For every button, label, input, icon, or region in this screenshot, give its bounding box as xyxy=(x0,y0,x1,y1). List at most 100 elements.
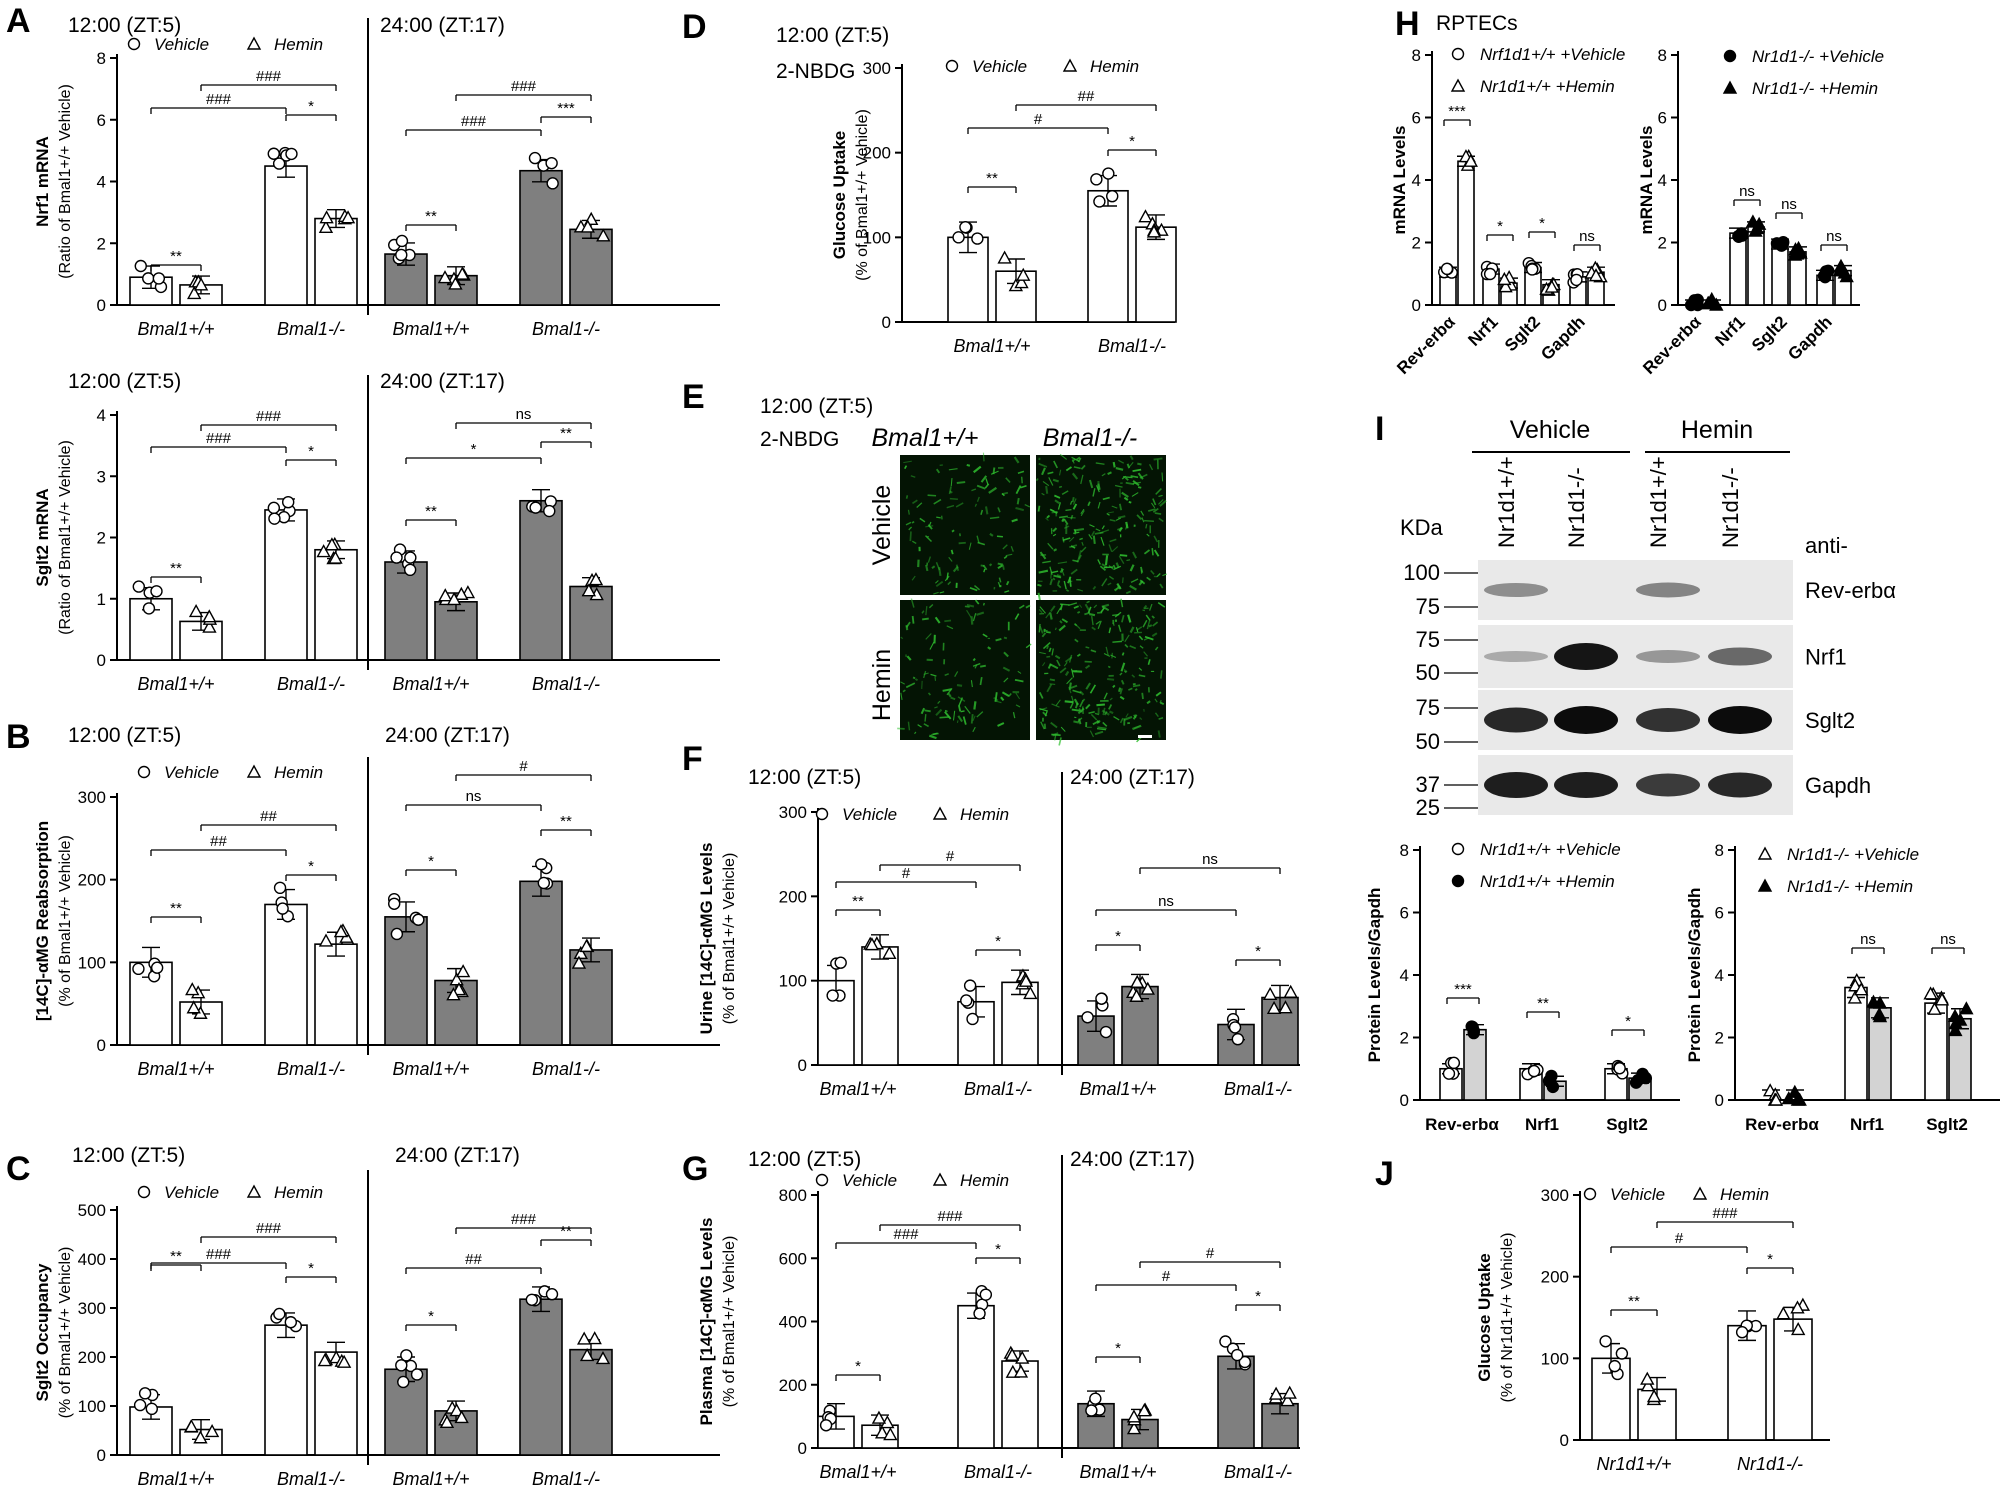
blot-band xyxy=(1484,651,1548,662)
fluorescence-signal xyxy=(1117,624,1122,632)
fluorescence-signal xyxy=(903,460,912,464)
fluorescence-signal xyxy=(966,609,972,618)
fluorescence-signal xyxy=(1141,692,1144,700)
significance-label: ## xyxy=(1078,88,1095,105)
y-axis-subtitle: (% of Bmal1+/+ Vehicle) xyxy=(57,835,74,1007)
fluorescence-signal xyxy=(1120,598,1124,608)
fluorescence-signal xyxy=(984,506,989,515)
fluorescence-signal xyxy=(1117,515,1126,519)
fluorescence-signal xyxy=(1013,456,1020,464)
y-tick-label: 0 xyxy=(97,1446,106,1465)
bar-vehicle xyxy=(264,1324,308,1456)
fluorescence-signal xyxy=(1129,564,1135,572)
data-point xyxy=(1613,1062,1626,1075)
fluorescence-signal xyxy=(952,710,956,721)
data-point xyxy=(1126,1421,1142,1435)
fluorescence-signal xyxy=(905,621,911,628)
fluorescence-signal xyxy=(971,488,977,492)
fluorescence-signal xyxy=(1126,559,1131,561)
fluorescence-signal xyxy=(1039,651,1046,655)
data-point xyxy=(545,1288,559,1301)
fluorescence-signal xyxy=(1158,499,1164,505)
fluorescence-signal xyxy=(1049,678,1056,682)
y-tick-label: 4 xyxy=(1400,966,1409,985)
group-label: Bmal1-/- xyxy=(532,1059,600,1079)
legend-hemin: Hemin xyxy=(960,805,1009,824)
fluorescence-signal xyxy=(992,467,996,475)
data-point xyxy=(318,219,334,234)
legend-vehicle: Vehicle xyxy=(164,1183,219,1202)
y-tick-label: 4 xyxy=(1715,966,1724,985)
y-tick-label: 0 xyxy=(1560,1431,1569,1450)
fluorescence-signal xyxy=(1014,678,1024,683)
fluorescence-signal xyxy=(1054,494,1061,499)
legend-hemin: Hemin xyxy=(1720,1185,1769,1204)
fluorescence-signal xyxy=(1102,496,1110,501)
fluorescence-signal xyxy=(925,606,928,616)
data-point xyxy=(959,220,972,234)
fluorescence-signal xyxy=(902,689,906,693)
significance-label: ### xyxy=(893,1226,919,1243)
fluorescence-signal xyxy=(936,516,941,519)
fluorescence-signal xyxy=(1042,642,1051,650)
fluorescence-signal xyxy=(1071,472,1079,480)
kda-marker: 75 xyxy=(1416,594,1440,619)
fluorescence-signal xyxy=(1080,474,1084,485)
fluorescence-signal xyxy=(907,721,911,731)
fluorescence-signal xyxy=(1107,471,1112,475)
time-label: 12:00 (ZT:5) xyxy=(68,14,181,37)
fluorescence-signal xyxy=(1139,717,1143,721)
fluorescence-signal xyxy=(1086,600,1090,604)
data-point xyxy=(142,272,155,285)
y-tick-label: 200 xyxy=(78,871,106,890)
fluorescence-signal xyxy=(974,503,978,507)
significance-label: ### xyxy=(206,1246,232,1263)
fluorescence-signal xyxy=(935,561,941,571)
fluorescence-signal xyxy=(1107,677,1115,681)
category-label: Nrf1 xyxy=(1464,312,1501,349)
significance-label: ns xyxy=(516,406,532,423)
data-point xyxy=(1768,1092,1784,1106)
fluorescence-signal xyxy=(944,673,949,677)
fluorescence-signal xyxy=(1017,470,1025,474)
data-point xyxy=(390,551,403,564)
fluorescence-signal xyxy=(1087,501,1091,507)
data-point xyxy=(963,979,977,992)
panel-letter: I xyxy=(1375,410,1384,448)
significance-label: ** xyxy=(852,893,864,910)
fluorescence-signal xyxy=(973,465,982,474)
y-tick-label: 300 xyxy=(779,803,807,822)
fluorescence-signal xyxy=(1112,564,1116,569)
data-point xyxy=(390,927,404,941)
fluorescence-signal xyxy=(1040,721,1045,730)
group-label: Bmal1-/- xyxy=(277,1469,345,1489)
fluorescence-signal xyxy=(925,633,932,640)
fluorescence-signal xyxy=(1123,496,1129,501)
significance-label: ### xyxy=(511,1211,537,1228)
significance-label: ### xyxy=(461,113,487,130)
data-point xyxy=(281,495,295,509)
y-axis-title: Sglt2 mRNA xyxy=(33,488,52,586)
kda-marker: 75 xyxy=(1416,627,1440,652)
fluorescence-signal xyxy=(976,535,980,544)
fluorescence-signal xyxy=(1114,484,1123,488)
significance-label: * xyxy=(308,443,314,460)
significance-label: ** xyxy=(560,425,572,442)
fluorescence-signal xyxy=(1093,604,1098,609)
fluorescence-signal xyxy=(1109,518,1116,522)
bar-vehicle xyxy=(1727,1324,1767,1441)
fluorescence-signal xyxy=(1108,704,1113,710)
time-label: 24:00 (ZT:17) xyxy=(395,1144,520,1167)
kda-marker: 75 xyxy=(1416,695,1440,720)
legend-marker xyxy=(1757,846,1773,860)
fluorescence-signal xyxy=(1054,627,1057,631)
data-point xyxy=(273,881,287,895)
fluorescence-signal xyxy=(1149,603,1153,611)
fluorescence-signal xyxy=(1101,709,1110,716)
fluorescence-signal xyxy=(969,587,978,592)
legend-marker xyxy=(1450,78,1466,92)
fluorescence-signal xyxy=(1100,536,1105,546)
data-point xyxy=(446,987,461,1001)
y-axis-subtitle: (% of Bmal1+/+ Vehicle) xyxy=(57,1247,74,1419)
data-point xyxy=(580,219,595,233)
